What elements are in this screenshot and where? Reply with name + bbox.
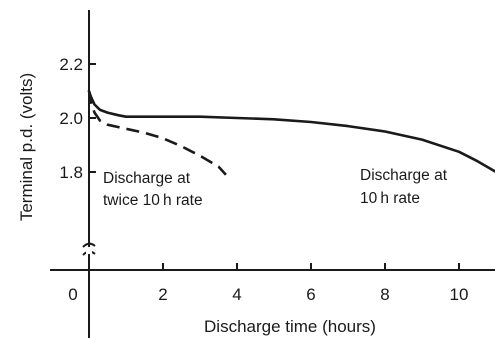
annotation-10h-rate-line1: Discharge at: [360, 167, 448, 184]
x-tick-label: 10: [450, 285, 469, 304]
x-tick-label: 2: [158, 285, 167, 304]
x-ticks: 0 2 4 6 8 10: [68, 263, 468, 304]
x-axis-label: Discharge time (hours): [204, 317, 376, 336]
y-tick-label: 1.8: [59, 163, 83, 182]
series-twice-10h-rate-line: [87, 90, 227, 176]
y-axis-label: Terminal p.d. (volts): [17, 73, 36, 221]
y-ticks: 1.8 2.0 2.2: [59, 55, 96, 182]
annotation-twice-rate-line1: Discharge at: [103, 170, 191, 187]
x-tick-label: 0: [68, 285, 77, 304]
y-tick-label: 2.0: [59, 109, 83, 128]
annotation-twice-rate-line2: twice 10 h rate: [103, 192, 203, 209]
y-axis-break-gap: [86, 247, 92, 254]
x-tick-label: 8: [380, 285, 389, 304]
series-10h-rate-line: [87, 89, 495, 173]
x-tick-label: 4: [232, 285, 241, 304]
series-layer: [87, 89, 495, 176]
y-tick-label: 2.2: [59, 55, 83, 74]
x-tick-label: 6: [306, 285, 315, 304]
annotation-10h-rate-line2: 10 h rate: [360, 190, 420, 207]
